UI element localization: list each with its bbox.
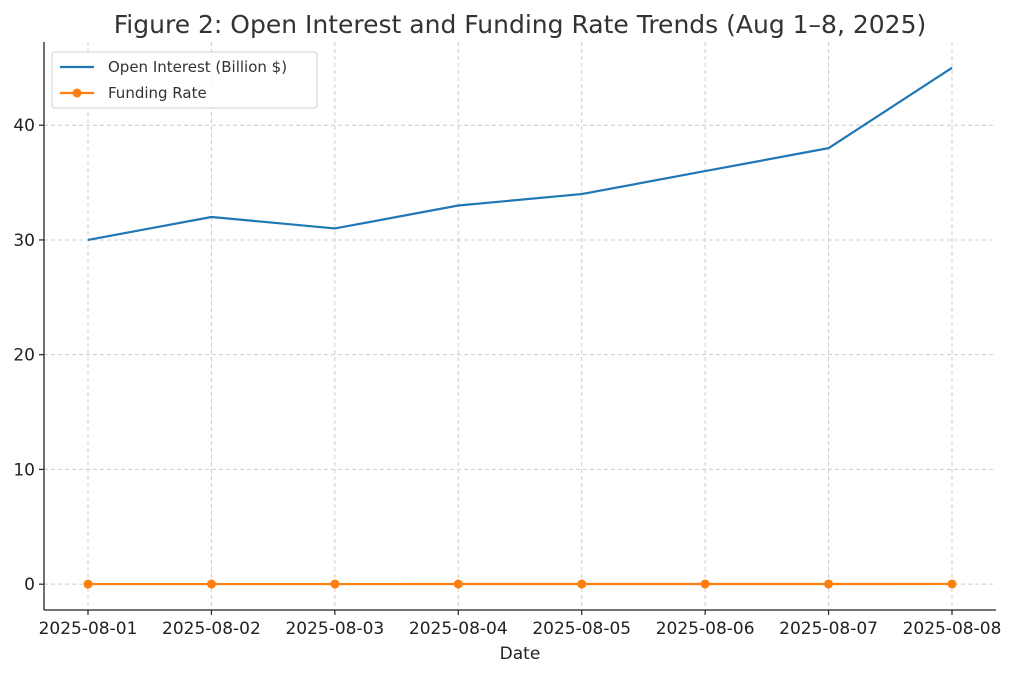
x-tick-label: 2025-08-02 <box>162 619 261 639</box>
y-tick-label: 40 <box>13 116 35 136</box>
data-point <box>453 579 463 589</box>
x-axis-label: Date <box>500 644 541 664</box>
legend-label: Funding Rate <box>108 84 207 102</box>
legend-box <box>51 51 318 109</box>
grid <box>44 42 996 610</box>
data-point <box>206 579 216 589</box>
y-tick-label: 10 <box>13 460 35 480</box>
data-point <box>947 579 957 589</box>
data-point <box>330 579 340 589</box>
data-point <box>700 579 710 589</box>
axes: 0 10 20 30 40 2025-08-01 2025-08-02 2025-08-03 2… <box>13 42 1001 639</box>
series-line <box>87 66 953 242</box>
series-1 <box>87 66 953 242</box>
x-tick-label: 2025-08-01 <box>39 619 138 639</box>
y-tick-label: 0 <box>24 575 35 595</box>
x-tick-label: 2025-08-07 <box>779 619 878 639</box>
chart-title: Figure 2: Open Interest and Funding Rate… <box>114 10 926 39</box>
data-point <box>824 579 834 589</box>
x-tick-label: 2025-08-05 <box>532 619 631 639</box>
x-tick-label: 2025-08-06 <box>656 619 755 639</box>
data-point <box>83 579 93 589</box>
x-tick-label: 2025-08-03 <box>285 619 384 639</box>
data-point <box>577 579 587 589</box>
y-tick-label: 30 <box>13 231 35 251</box>
legend-label: Open Interest (Billion $) <box>108 58 287 76</box>
x-tick-label: 2025-08-04 <box>409 619 508 639</box>
x-tick-label: 2025-08-08 <box>903 619 1002 639</box>
legend-marker <box>72 88 82 98</box>
series-2 <box>83 579 957 589</box>
legend: Open Interest (Billion $) Funding Rate <box>51 51 318 109</box>
series-layer <box>83 66 957 589</box>
y-tick-label: 20 <box>13 346 35 366</box>
